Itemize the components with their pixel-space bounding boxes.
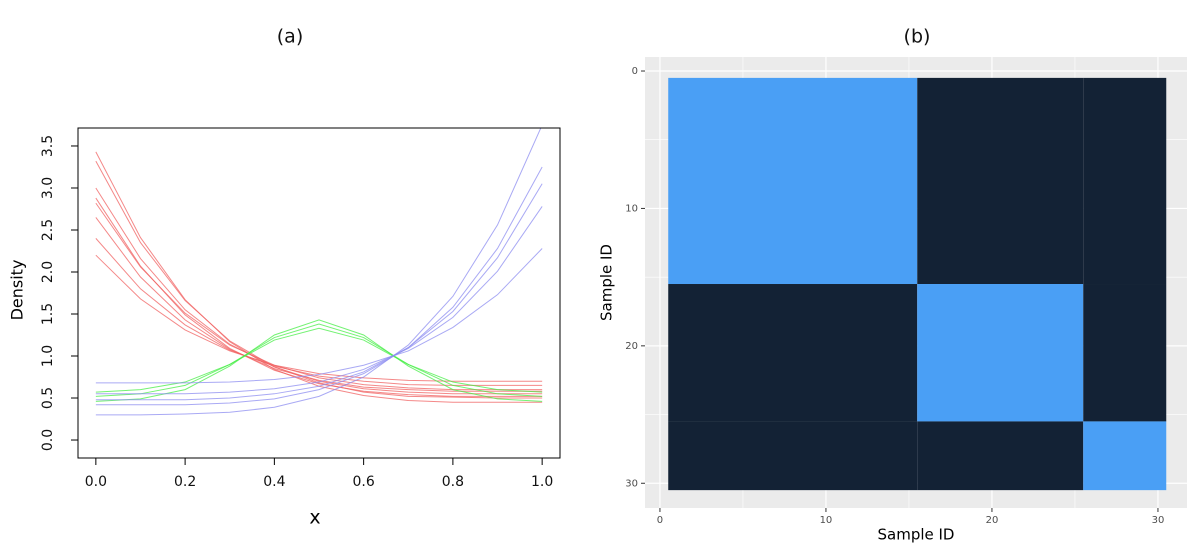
heatmap-tile [917, 421, 1084, 491]
y-axis-label: Sample ID [598, 244, 616, 321]
y-tick-label: 0.0 [40, 429, 56, 451]
series-line [95, 206, 543, 395]
heatmap-tile [668, 421, 918, 491]
y-tick-label: 1.0 [40, 345, 56, 367]
series-line [95, 187, 543, 395]
series-line [95, 323, 543, 397]
series-line [95, 248, 543, 384]
series-line [95, 319, 543, 402]
heatmap-tile [1083, 284, 1167, 422]
heatmap-tile [917, 77, 1084, 285]
y-tick-label: 3.0 [40, 177, 56, 199]
series-line [95, 197, 543, 397]
heatmap-tile [668, 77, 918, 285]
series-line [95, 254, 543, 382]
x-tick-label: 0 [657, 515, 663, 526]
chart-title: (a) [277, 26, 303, 48]
y-tick-label: 0.5 [40, 387, 56, 409]
x-tick-label: 0.4 [263, 474, 285, 490]
plot-area [95, 128, 543, 416]
series-line [95, 217, 543, 392]
chart-title: (b) [904, 26, 931, 48]
y-tick-label: 30 [625, 478, 638, 489]
y-tick-label: 2.0 [40, 261, 56, 283]
y-tick-label: 1.5 [40, 303, 56, 325]
x-tick-label: 0.8 [442, 474, 464, 490]
series-line [95, 128, 542, 416]
series-line [95, 238, 543, 386]
x-tick-label: 20 [986, 515, 999, 526]
heatmap-tile [1083, 77, 1167, 285]
heatmap-tile [1083, 421, 1167, 491]
y-tick-label: 20 [625, 341, 638, 352]
y-tick-label: 2.5 [40, 219, 56, 241]
y-tick-label: 10 [625, 203, 638, 214]
series-line [95, 327, 543, 393]
x-tick-label: 0.2 [174, 474, 196, 490]
series-line [95, 166, 543, 406]
x-tick-label: 0.6 [352, 474, 374, 490]
series-line [95, 183, 543, 401]
x-tick-label: 10 [820, 515, 833, 526]
y-tick-label: 0 [632, 66, 638, 77]
x-tick-label: 1.0 [531, 474, 553, 490]
x-axis-label: Sample ID [878, 526, 955, 544]
y-tick-label: 3.5 [40, 135, 56, 157]
heatmap-tile [668, 284, 918, 422]
x-tick-label: 0.0 [85, 474, 107, 490]
series-line [95, 202, 543, 391]
series-line [95, 151, 543, 403]
plot-frame [77, 127, 561, 459]
x-axis-label: x [309, 507, 320, 529]
series-line [95, 160, 543, 399]
x-tick-label: 30 [1152, 515, 1165, 526]
y-axis-label: Density [8, 260, 27, 321]
heatmap-tile [917, 284, 1084, 422]
